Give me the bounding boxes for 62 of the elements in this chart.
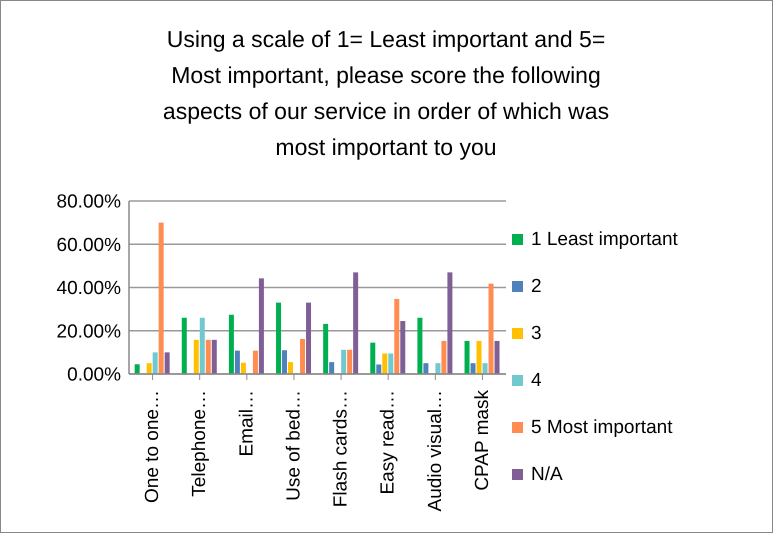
legend-label: 4 bbox=[531, 370, 542, 392]
bar bbox=[376, 364, 382, 374]
legend-label: N/A bbox=[531, 464, 563, 486]
bar bbox=[240, 362, 246, 374]
bar bbox=[482, 363, 488, 374]
y-tick-label: 60.00% bbox=[56, 234, 122, 256]
bar bbox=[300, 338, 306, 374]
legend-label: 2 bbox=[531, 276, 542, 298]
bar bbox=[212, 340, 217, 374]
bar bbox=[323, 324, 328, 374]
bar bbox=[476, 340, 482, 374]
x-tick-label: Audio visual… bbox=[424, 390, 446, 512]
bar bbox=[164, 352, 170, 374]
bar bbox=[464, 340, 470, 374]
bar bbox=[382, 353, 388, 374]
chart-title: Using a scale of 1= Least important and 5= Most important, please score the following aspects of our service in order of which was most important to you bbox=[162, 25, 610, 162]
bar bbox=[423, 363, 428, 374]
bar bbox=[494, 340, 500, 374]
bar bbox=[158, 222, 164, 374]
bar bbox=[206, 340, 211, 374]
y-tick-label: 20.00% bbox=[56, 321, 122, 342]
y-tick-label: 80.00% bbox=[56, 192, 122, 213]
bar bbox=[417, 318, 422, 374]
bar bbox=[400, 321, 406, 374]
bar bbox=[441, 340, 446, 374]
x-tick-label: Telephone… bbox=[189, 390, 210, 497]
x-tick-label: One to one… bbox=[142, 390, 164, 504]
bar bbox=[341, 350, 346, 374]
bar bbox=[347, 350, 352, 374]
bar bbox=[134, 364, 140, 374]
bar bbox=[435, 363, 440, 374]
bar bbox=[470, 363, 476, 374]
bar bbox=[182, 318, 187, 374]
x-tick-label: CPAP mask bbox=[472, 390, 493, 491]
bar bbox=[252, 350, 258, 374]
x-tick-label: Email… bbox=[236, 390, 258, 457]
bar bbox=[228, 314, 234, 374]
x-tick-label: Use of bed… bbox=[283, 390, 304, 501]
bar bbox=[329, 362, 334, 374]
y-tick-label: 40.00% bbox=[56, 278, 122, 300]
bar bbox=[234, 350, 240, 374]
bar bbox=[276, 302, 282, 374]
x-tick-label: Easy read… bbox=[378, 390, 399, 495]
bar bbox=[258, 278, 264, 374]
bar bbox=[194, 340, 199, 374]
y-tick-label: 0.00% bbox=[67, 364, 122, 386]
bar bbox=[370, 342, 376, 374]
bar bbox=[282, 350, 288, 374]
bar bbox=[488, 284, 494, 374]
legend-label: 1 Least important bbox=[531, 228, 678, 250]
legend-label: 3 bbox=[531, 322, 542, 344]
bar bbox=[306, 302, 312, 374]
bar bbox=[388, 353, 394, 374]
bar bbox=[146, 363, 152, 374]
bar bbox=[200, 318, 205, 374]
bar bbox=[353, 272, 358, 374]
legend-label: 5 Most important bbox=[531, 416, 672, 438]
bar bbox=[152, 352, 158, 374]
bar bbox=[447, 272, 452, 374]
x-tick-label: Flash cards… bbox=[330, 390, 352, 508]
bar bbox=[288, 362, 294, 374]
bar bbox=[394, 298, 400, 374]
